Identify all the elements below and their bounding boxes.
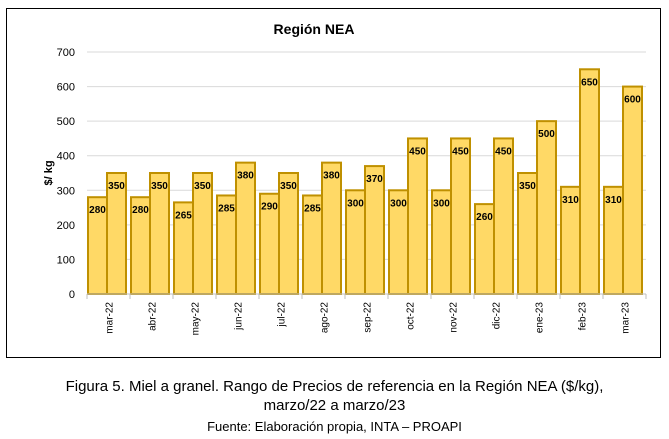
figure-caption-dates: marzo/22 a marzo/23 — [263, 397, 406, 414]
data-label: 350 — [519, 181, 536, 192]
y-tick-label: 700 — [57, 47, 75, 59]
data-label: 290 — [261, 202, 278, 213]
data-label: 370 — [366, 174, 383, 185]
bar-chart: Región NEA $/ kg 280 350 280 350 265 350 285 38… — [43, 21, 647, 336]
figure-source: Fuente: Elaboración propia, INTA – PROAP… — [207, 419, 462, 434]
x-tick-label: nov-22 — [449, 302, 460, 333]
data-label: 450 — [409, 146, 426, 157]
y-tick-label: 300 — [57, 185, 75, 197]
x-tick-label: mar-22 — [105, 302, 116, 334]
y-tick-label: 0 — [69, 289, 75, 301]
x-tick-label: mar-23 — [621, 302, 632, 334]
data-label: 260 — [476, 212, 493, 223]
bar-max — [493, 137, 514, 295]
data-label: 450 — [452, 146, 469, 157]
figure-caption: Figura 5. Miel a granel. Rango de Precio… — [65, 378, 604, 395]
data-label: 350 — [194, 181, 211, 192]
data-label: 310 — [605, 195, 622, 206]
x-tick-label: ago-22 — [320, 302, 331, 334]
bar-max — [622, 85, 643, 295]
data-label: 280 — [132, 205, 149, 216]
data-label: 285 — [304, 203, 321, 214]
data-label: 300 — [347, 198, 364, 209]
bar-max — [235, 161, 256, 295]
bar-max — [536, 120, 557, 296]
x-tick-label: sep-22 — [363, 302, 374, 333]
y-tick-label: 100 — [57, 254, 75, 266]
y-axis-label: $/ kg — [43, 160, 55, 185]
data-label: 650 — [581, 77, 598, 88]
data-label: 280 — [89, 205, 106, 216]
bar-max — [450, 137, 471, 295]
y-tick-label: 400 — [57, 151, 75, 163]
bar-max — [364, 165, 385, 295]
data-label: 380 — [323, 171, 340, 182]
bar-max — [579, 68, 600, 295]
x-tick-label: may-22 — [191, 302, 202, 336]
x-tick-label: abr-22 — [148, 302, 159, 331]
bar-max — [321, 161, 342, 295]
data-label: 450 — [495, 146, 512, 157]
y-tick-label: 600 — [57, 82, 75, 94]
chart-title: Región NEA — [274, 21, 355, 37]
bar-max — [407, 137, 428, 295]
x-tick-label: jul-22 — [277, 302, 288, 328]
data-label: 350 — [280, 181, 297, 192]
x-tick-label: feb-23 — [578, 302, 589, 331]
chart-frame — [6, 8, 661, 358]
x-tick-label: ene-23 — [535, 302, 546, 334]
x-tick-label: oct-22 — [406, 302, 417, 330]
data-label: 300 — [390, 198, 407, 209]
data-label: 600 — [624, 95, 641, 106]
data-label: 265 — [175, 210, 192, 221]
data-label: 285 — [218, 203, 235, 214]
y-tick-label: 200 — [57, 220, 75, 232]
data-label: 300 — [433, 198, 450, 209]
data-label: 310 — [562, 195, 579, 206]
data-label: 380 — [237, 171, 254, 182]
x-tick-label: dic-22 — [492, 302, 503, 330]
y-tick-label: 500 — [57, 116, 75, 128]
data-label: 350 — [151, 181, 168, 192]
x-tick-label: jun-22 — [234, 302, 245, 331]
data-label: 500 — [538, 129, 555, 140]
data-label: 350 — [108, 181, 125, 192]
